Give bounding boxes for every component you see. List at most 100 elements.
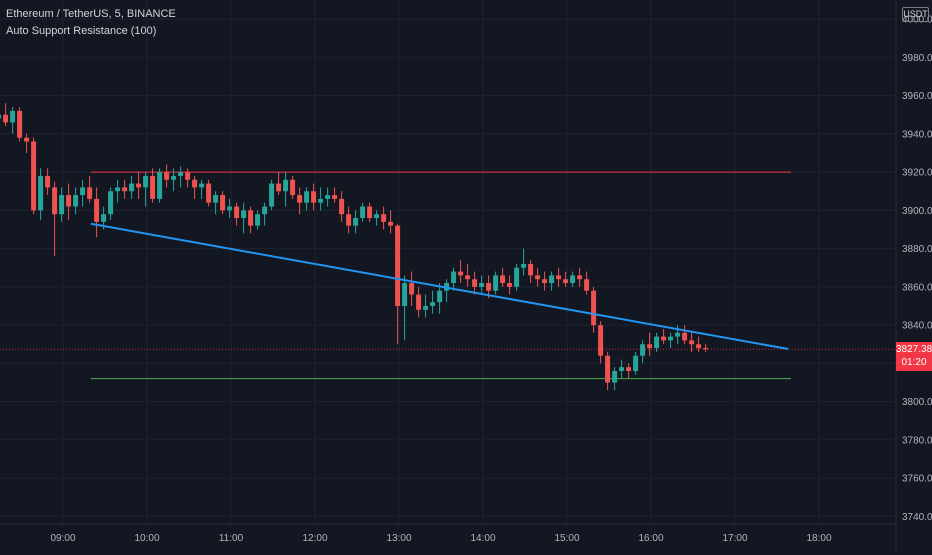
candle xyxy=(696,336,702,352)
indicator-title[interactable]: Auto Support Resistance (100) xyxy=(6,25,157,37)
candle-body xyxy=(220,195,226,211)
candle xyxy=(241,202,247,234)
candle-body xyxy=(206,183,212,203)
candle xyxy=(24,133,30,153)
candle-body xyxy=(374,214,380,219)
candle-body xyxy=(199,183,205,188)
candle-body xyxy=(619,367,625,372)
candle-body xyxy=(591,290,597,326)
candle xyxy=(185,168,191,188)
price-tick-label: 3900.00 xyxy=(902,206,932,217)
price-tick-label: 3960.00 xyxy=(902,91,932,102)
candle-body xyxy=(500,275,506,284)
candle xyxy=(626,363,632,379)
candle-body xyxy=(80,187,86,196)
candle xyxy=(703,344,709,352)
candle-body xyxy=(493,275,499,291)
candle xyxy=(248,206,254,234)
candle-body xyxy=(276,183,282,192)
candle-body xyxy=(283,179,289,192)
candle-body xyxy=(108,191,114,215)
candle-body xyxy=(528,263,534,276)
candle-body xyxy=(59,195,65,215)
candle xyxy=(479,275,485,295)
candle xyxy=(633,351,639,375)
candle xyxy=(45,168,51,196)
candle-body xyxy=(115,187,121,192)
candle-body xyxy=(255,214,261,226)
candle-body xyxy=(584,279,590,291)
candle xyxy=(689,332,695,352)
candle xyxy=(661,328,667,345)
candle-body xyxy=(626,367,632,372)
candle xyxy=(612,367,618,391)
candle xyxy=(444,279,450,303)
candle xyxy=(353,210,359,234)
candle xyxy=(290,175,296,199)
candle-body xyxy=(542,279,548,284)
candle xyxy=(402,275,408,341)
candle xyxy=(472,271,478,295)
candle-body xyxy=(227,206,233,211)
currency-label[interactable]: USDT xyxy=(902,7,929,22)
candle-body xyxy=(241,210,247,219)
candle-body xyxy=(486,283,492,291)
candle xyxy=(577,267,583,287)
candle-body xyxy=(94,198,100,222)
candle-body xyxy=(472,279,478,287)
candle-body xyxy=(171,175,177,180)
candle-body xyxy=(290,179,296,196)
price-tick-label: 3860.00 xyxy=(902,282,932,293)
candle xyxy=(178,166,184,188)
support-resistance-lines xyxy=(0,171,896,380)
candle-body xyxy=(304,191,310,203)
time-tick-label: 11:00 xyxy=(219,533,244,544)
candle xyxy=(206,179,212,207)
candle-body xyxy=(703,348,709,350)
candle-body xyxy=(633,355,639,372)
candle xyxy=(619,359,625,379)
candle xyxy=(227,198,233,219)
candle xyxy=(458,260,464,284)
candle xyxy=(423,294,429,318)
candle xyxy=(297,187,303,215)
candle xyxy=(255,210,261,230)
candle-body xyxy=(388,221,394,226)
candle xyxy=(122,179,128,199)
candle xyxy=(360,202,366,222)
candle xyxy=(108,187,114,220)
candle-body xyxy=(66,195,72,207)
candle-body xyxy=(514,267,520,287)
candle xyxy=(262,202,268,226)
candle xyxy=(283,172,289,207)
candle-body xyxy=(297,195,303,203)
candle-body xyxy=(605,355,611,383)
candle-body xyxy=(423,305,429,310)
symbol-title[interactable]: Ethereum / TetherUS, 5, BINANCE xyxy=(6,8,176,20)
candle xyxy=(514,263,520,291)
candle xyxy=(395,223,401,345)
candle xyxy=(339,191,345,222)
candle xyxy=(647,332,653,356)
candle-body xyxy=(479,283,485,287)
candle xyxy=(381,206,387,230)
candle-body xyxy=(87,187,93,199)
candle-body xyxy=(360,206,366,219)
candle xyxy=(430,290,436,314)
candle-body xyxy=(24,137,30,142)
candle xyxy=(199,179,205,199)
candle-body xyxy=(577,275,583,280)
candle xyxy=(136,172,142,199)
candle-body xyxy=(17,110,23,138)
candle-body xyxy=(416,294,422,310)
price-tick-label: 3980.00 xyxy=(902,53,932,64)
candle-body xyxy=(437,290,443,303)
candle xyxy=(10,107,16,134)
candle-body xyxy=(185,172,191,180)
candle-body xyxy=(458,271,464,276)
candle-body xyxy=(143,175,149,188)
candle xyxy=(220,191,226,215)
candle-body xyxy=(563,279,569,284)
legend: Ethereum / TetherUS, 5, BINANCE Auto Sup… xyxy=(6,6,176,40)
